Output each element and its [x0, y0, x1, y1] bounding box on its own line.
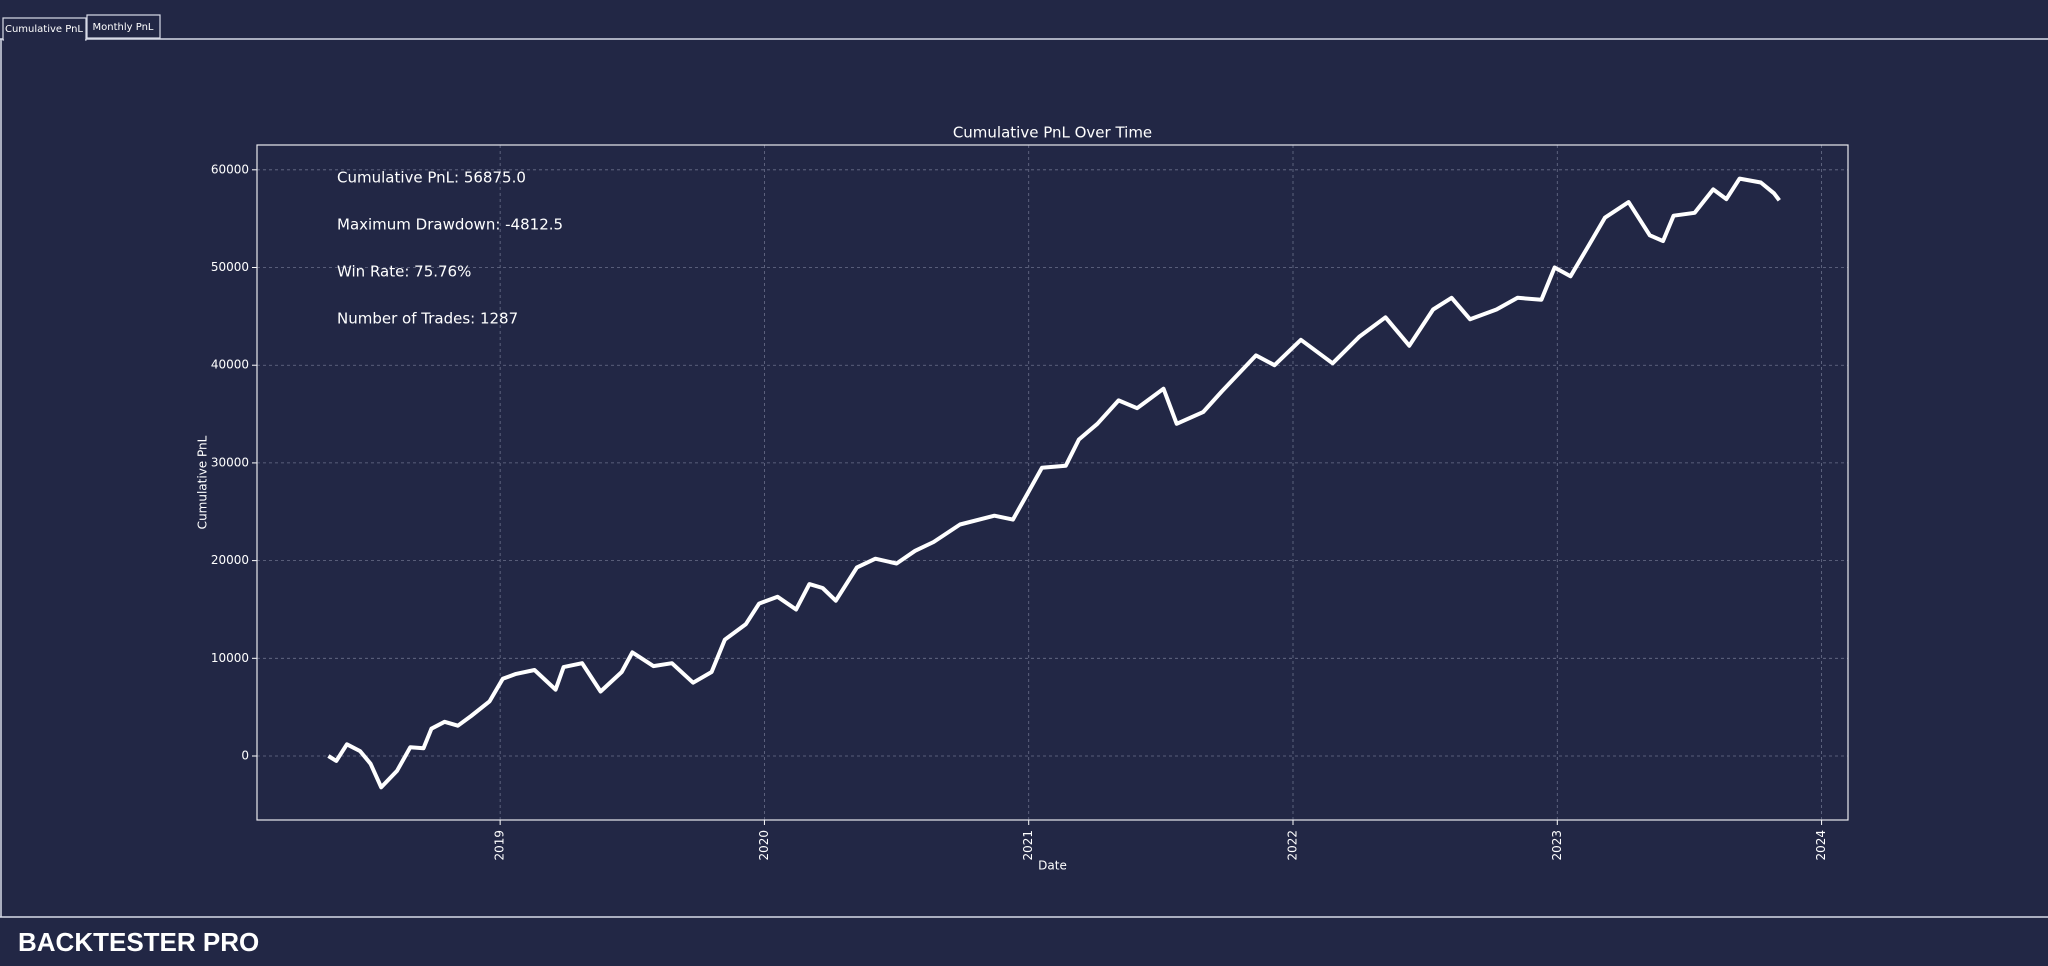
x-tick-label: 2023: [1550, 830, 1564, 861]
x-tick-label: 2019: [493, 830, 507, 861]
tab[interactable]: [86, 14, 161, 39]
x-tick-label: 2021: [1021, 830, 1035, 861]
footer-title: BACKTESTER PRO: [18, 927, 259, 957]
stat-annotation: Win Rate: 75.76%: [337, 263, 471, 281]
tab-label[interactable]: Cumulative PnL: [5, 24, 83, 35]
y-tick-label: 30000: [211, 455, 249, 469]
tab-join: [4, 38, 85, 41]
stat-annotation: Number of Trades: 1287: [337, 310, 518, 328]
y-tick-label: 60000: [211, 162, 249, 176]
stat-annotation: Maximum Drawdown: -4812.5: [337, 216, 563, 234]
chart: Cumulative PnL Over Time 0 10000 20000 30000…: [196, 124, 1849, 873]
y-tick-label: 20000: [211, 553, 249, 567]
y-tick-label: 50000: [211, 260, 249, 274]
x-tick-label: 2024: [1814, 830, 1828, 861]
x-tick-label: 2022: [1286, 830, 1300, 861]
stat-annotation: Cumulative PnL: 56875.0: [337, 169, 526, 187]
x-tick-label: 2020: [757, 830, 771, 861]
y-axis-label: Cumulative PnL: [196, 435, 210, 529]
y-tick-label: 40000: [211, 358, 249, 372]
x-axis-label: Date: [1038, 859, 1067, 873]
tab-label[interactable]: Monthly PnL: [93, 22, 154, 33]
chart-title: Cumulative PnL Over Time: [953, 124, 1152, 142]
y-tick-label: 10000: [211, 651, 249, 665]
plot-frame: [256, 144, 1849, 821]
y-tick-label: 0: [241, 749, 249, 763]
pnl-line: [327, 176, 1781, 790]
